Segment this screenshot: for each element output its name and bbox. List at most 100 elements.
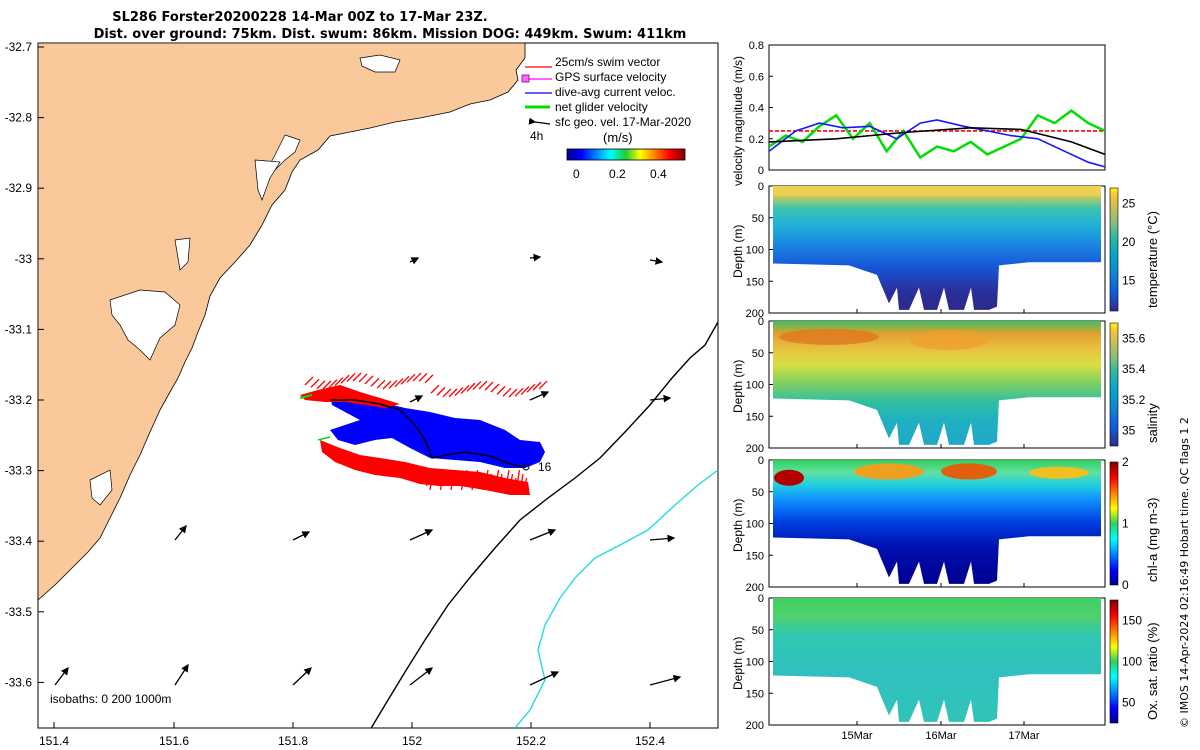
sfc-arrow	[174, 663, 189, 686]
swim-vector	[412, 372, 422, 382]
track-end-label: 16	[538, 460, 552, 474]
map-xtick-label: 151.8	[278, 734, 308, 748]
map-ytick-label: -32.7	[5, 40, 33, 54]
swim-vector	[364, 375, 374, 385]
swim-vector	[352, 372, 362, 382]
swim-vector	[490, 383, 500, 393]
swim-vector	[448, 388, 458, 398]
sfc-arrow	[649, 394, 672, 403]
swim-vector	[496, 385, 506, 395]
swim-vector-gps	[516, 469, 521, 483]
swim-vector	[436, 386, 446, 396]
map-xtick-label: 152	[402, 734, 422, 748]
isobath-label: isobaths: 0 200 1000m	[50, 692, 171, 706]
estuary-5	[89, 469, 113, 506]
cbar-tick-1: 0.2	[609, 167, 626, 181]
map-xtick-label: 152.2	[516, 734, 546, 748]
swim-vector	[424, 374, 434, 384]
legend-gps-label: GPS surface velocity	[555, 70, 666, 84]
legend-units: (m/s)	[603, 130, 633, 145]
legend-gps-marker	[521, 74, 530, 83]
swim-vector	[394, 378, 404, 388]
estuary-1	[267, 134, 301, 171]
legend-sfc-label: sfc geo. vel. 17-Mar-2020	[555, 115, 691, 129]
map-axes: 151.4 151.6 151.8 152 152.2 152.4 -32.7 -32.8 -3…	[5, 40, 666, 748]
swim-vector	[322, 380, 332, 390]
swim-vector	[526, 383, 536, 393]
track-end-marker	[522, 463, 530, 471]
swim-vector	[376, 379, 386, 389]
swim-vector	[454, 387, 464, 397]
estuary-4	[174, 237, 191, 271]
swim-vector-band-upper	[300, 385, 400, 408]
swim-vector	[508, 388, 518, 398]
swim-vector	[430, 384, 440, 394]
legend-net-label: net glider velocity	[555, 100, 648, 114]
sfc-geo-arrows	[54, 253, 682, 686]
swim-vector	[460, 384, 470, 394]
sfc-arrow	[649, 257, 664, 265]
swim-vector	[466, 382, 476, 392]
sfc-arrow	[292, 667, 312, 686]
swim-vector	[346, 373, 356, 382]
swim-vector	[328, 379, 338, 389]
legend-time-label: 4h	[530, 129, 543, 143]
map-colorbar	[566, 148, 686, 161]
swim-vector	[340, 374, 350, 384]
net-velocity-mark	[299, 394, 313, 399]
swim-vector	[532, 381, 542, 391]
cbar-tick-0: 0	[573, 167, 580, 181]
swim-vector	[472, 380, 482, 390]
sfc-arrow	[529, 391, 550, 401]
swim-vector	[304, 376, 314, 386]
map-ytick-label: -33.3	[5, 464, 33, 478]
swim-vector	[310, 378, 320, 388]
chart-title-line-1: SL286 Forster20200228 14-Mar 00Z to 17-M…	[112, 10, 488, 25]
map-ytick-label: -32.8	[5, 111, 33, 125]
sfc-arrow	[649, 534, 676, 543]
sfc-arrow	[409, 667, 434, 686]
map-ytick-label: -33.1	[5, 322, 33, 336]
sfc-arrow	[529, 253, 542, 262]
swim-vector	[316, 380, 326, 390]
map-xtick-label: 152.4	[635, 734, 665, 748]
swim-vector	[418, 372, 428, 382]
legend-swim-label: 25cm/s swim vector	[555, 55, 660, 69]
map-ytick-label: -33.6	[5, 675, 33, 689]
swim-vector	[520, 386, 530, 395]
estuary-3	[109, 289, 181, 361]
swim-vector-band	[320, 440, 530, 495]
map-legend: 25cm/s swim vector GPS surface velocity …	[521, 55, 691, 181]
sfc-arrow	[409, 395, 424, 403]
map-ytick-label: -33.4	[5, 534, 33, 548]
swim-vector	[514, 387, 524, 397]
map-ytick-label: -32.9	[5, 181, 33, 195]
sfc-arrow	[409, 529, 434, 541]
map-ytick-label: -33.2	[5, 393, 33, 407]
credit-text: © IMOS 14-Apr-2024 02:16:49 Hobart time.…	[1178, 417, 1191, 728]
cbar-tick-2: 0.4	[650, 167, 667, 181]
sfc-arrow	[409, 257, 420, 265]
map-xtick-label: 151.4	[39, 734, 69, 748]
swim-vector	[502, 387, 512, 397]
swim-vector	[484, 381, 494, 391]
sfc-arrow	[292, 531, 311, 541]
sfc-arrow	[174, 524, 187, 541]
net-velocity-mark-2	[317, 436, 331, 441]
swim-vector	[370, 377, 380, 387]
isobath-200m	[370, 321, 718, 728]
legend-sfc-line	[528, 117, 551, 125]
swim-vector	[334, 377, 344, 387]
swim-vector	[478, 380, 488, 390]
swim-vector	[382, 380, 392, 390]
swim-vector	[442, 388, 452, 398]
map-ytick-label: -33	[15, 252, 33, 266]
sfc-arrow	[529, 671, 560, 686]
legend-dive-label: dive-avg current veloc.	[555, 85, 676, 99]
swim-vector	[538, 380, 548, 390]
swim-vector	[388, 379, 398, 389]
estuary-6	[359, 54, 401, 73]
sfc-arrow	[54, 666, 69, 686]
coastline-land	[38, 43, 526, 601]
